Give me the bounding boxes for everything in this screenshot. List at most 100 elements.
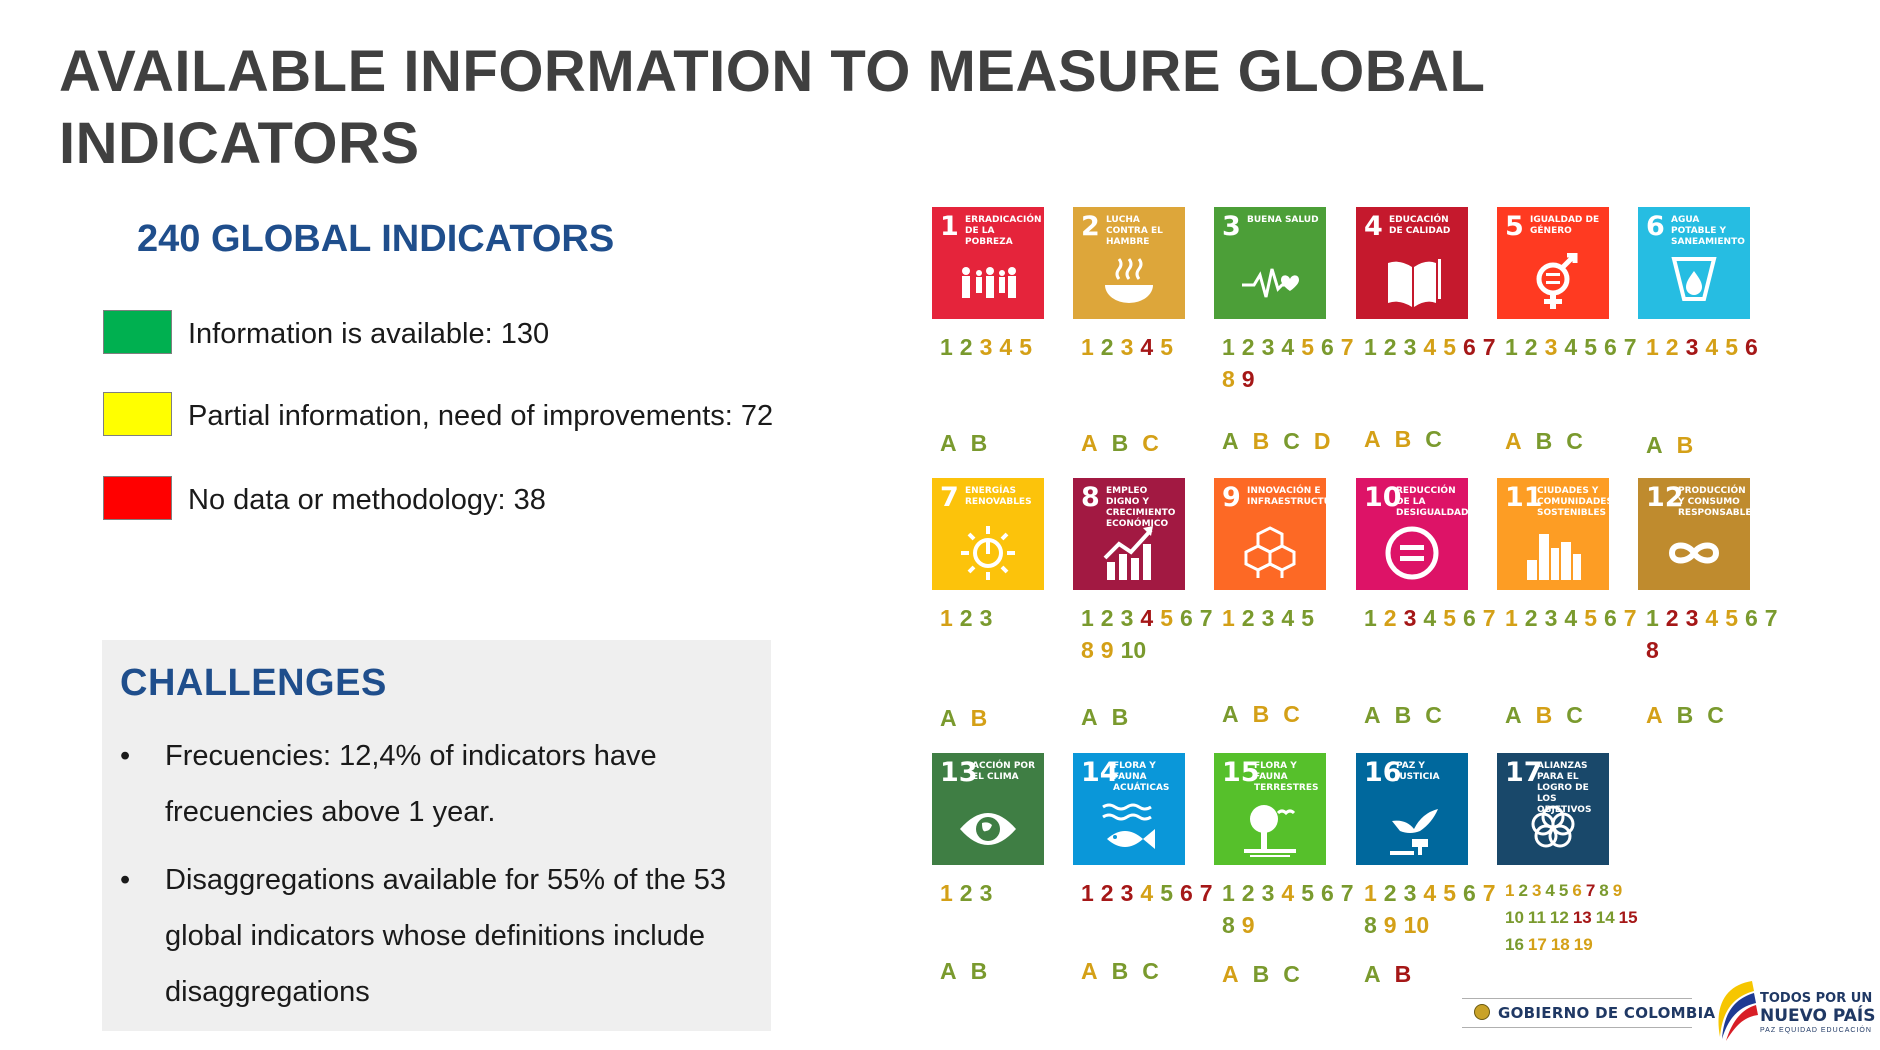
- means-letter: C: [1566, 702, 1583, 728]
- sdg-number: 5: [1505, 211, 1524, 242]
- target-number: 9: [1241, 366, 1255, 392]
- target-number: 9: [1100, 637, 1114, 663]
- target-number: 1: [1222, 605, 1235, 631]
- target-number: 1: [1222, 334, 1235, 360]
- target-number: 7: [1482, 880, 1496, 906]
- target-number: 2: [1241, 605, 1255, 631]
- target-number: 5: [1160, 334, 1173, 360]
- target-number: 2: [1383, 880, 1397, 906]
- target-number: 6: [1320, 334, 1334, 360]
- means-letter: B: [970, 430, 988, 456]
- sdg-tile: 14 Flora y fauna acuáticas: [1073, 753, 1185, 865]
- target-number: 1: [1222, 880, 1235, 906]
- means-letter: B: [1252, 701, 1270, 727]
- book-icon: [1388, 259, 1441, 307]
- sdg-number: 3: [1222, 211, 1241, 242]
- sdg-name: Innovación e infraestructuras: [1247, 486, 1326, 507]
- government-name: GOBIERNO DE COLOMBIA: [1498, 1004, 1716, 1022]
- bowl-icon: [1105, 258, 1153, 303]
- target-number: 12: [1549, 908, 1569, 927]
- nuevo-pais-logo: TODOS POR UN NUEVO PAÍS PAZ EQUIDAD EDUC…: [1712, 975, 1876, 1043]
- means-letter: B: [1111, 704, 1129, 730]
- target-number: 5: [1301, 334, 1314, 360]
- target-number: 7: [1340, 334, 1354, 360]
- target-number: 5: [1584, 334, 1597, 360]
- means-letter: C: [1142, 430, 1159, 456]
- target-number: 4: [1423, 880, 1437, 906]
- legend-green-swatch: [103, 310, 172, 354]
- target-number: 3: [979, 605, 993, 631]
- sdg-name: Igualdad de género: [1530, 215, 1600, 236]
- sdg-tile: 8 Empleo digno y crecimiento económico: [1073, 478, 1185, 590]
- target-number: 17: [1527, 935, 1547, 954]
- challenge-text: Disaggregations available for 55% of the…: [165, 864, 727, 1008]
- means-letter: B: [1535, 702, 1553, 728]
- sdg-tile: 9 Innovación e infraestructuras: [1214, 478, 1326, 590]
- sdg-goal-8: 8 Empleo digno y crecimiento económico 1 2 3…: [1073, 478, 1223, 738]
- sdg-goal-6: 6 Agua potable y saneamiento 1 2 3 4 5 6 A B: [1638, 207, 1788, 467]
- sdg-name: Agua potable y saneamiento: [1671, 215, 1745, 247]
- sdg-tile: 11 Ciudades y comunidades sostenibles: [1497, 478, 1609, 590]
- means-letter: A: [1081, 958, 1098, 984]
- target-number: 3: [1403, 880, 1417, 906]
- target-number: 6: [1462, 605, 1476, 631]
- equal-icon: [1385, 526, 1439, 580]
- target-number: 8: [1599, 881, 1609, 900]
- sdg-goal-15: 15 Flora y fauna terrestres 1 2 3 4 5 6 78 9 A B C: [1214, 753, 1364, 1013]
- means-letter: A: [940, 958, 957, 984]
- sdg-number: 12: [1646, 482, 1684, 513]
- target-number: 7: [1199, 880, 1213, 906]
- means-letter: A: [1081, 430, 1098, 456]
- means-letter: C: [1425, 426, 1442, 452]
- sdg-tile: 4 Educación de calidad: [1356, 207, 1468, 319]
- sdg-name: Educación de calidad: [1389, 215, 1451, 236]
- sdg-tile: 15 Flora y fauna terrestres: [1214, 753, 1326, 865]
- city-icon: [1527, 534, 1581, 580]
- target-number: 2: [1518, 881, 1528, 900]
- means-letter: A: [1364, 426, 1381, 452]
- target-number: 2: [1665, 605, 1679, 631]
- means-letter: A: [1364, 702, 1381, 728]
- sdg-goal-1: 1 Erradicación de la pobreza 1 2 3 4 5 A B: [932, 207, 1082, 467]
- target-number: 10: [1120, 637, 1147, 663]
- sdg-name: Paz y justicia: [1396, 761, 1440, 782]
- means-letter: B: [1252, 428, 1270, 454]
- sdg-goal-2: 2 Lucha contra el hambre 1 2 3 4 5 A B C: [1073, 207, 1223, 467]
- target-number: 14: [1595, 908, 1615, 927]
- sdg-goal-14: 14 Flora y fauna acuáticas 1 2 3 4 5 6 7 A B C: [1073, 753, 1223, 1013]
- target-number: 6: [1744, 605, 1758, 631]
- sdg-tile: 1 Erradicación de la pobreza: [932, 207, 1044, 319]
- target-number: 8: [1364, 912, 1377, 938]
- dove-gavel-icon: [1390, 809, 1438, 855]
- target-number: 9: [1612, 881, 1623, 900]
- means-letter: B: [1535, 428, 1553, 454]
- target-number: 7: [1340, 880, 1354, 906]
- sdg-number: 8: [1081, 482, 1100, 513]
- target-number: 13: [1572, 908, 1592, 927]
- sdg-number: 17: [1505, 757, 1543, 788]
- target-number: 7: [1199, 605, 1213, 631]
- sdg-number: 13: [940, 757, 978, 788]
- target-number: 3: [1544, 334, 1558, 360]
- target-number: 6: [1462, 880, 1476, 906]
- target-number: 2: [1100, 880, 1114, 906]
- means-letter: C: [1283, 428, 1300, 454]
- sdg-goal-4: 4 Educación de calidad 1 2 3 4 5 6 7 A B C: [1356, 207, 1506, 467]
- legend-label: No data or methodology: 38: [188, 484, 546, 516]
- sdg-name: Erradicación de la pobreza: [965, 215, 1042, 247]
- target-list: 1 2 3 4 5 6 7 8 9: [1222, 877, 1364, 941]
- eye-globe-icon: [960, 813, 1016, 845]
